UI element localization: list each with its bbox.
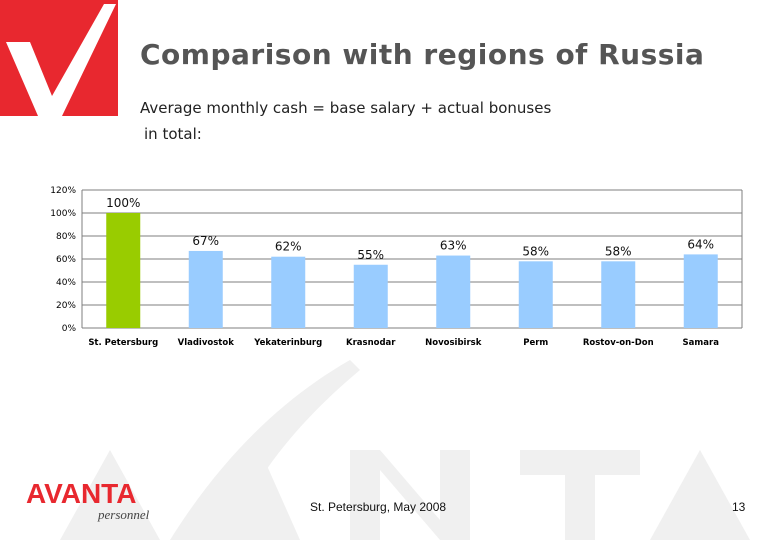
x-category-label: Rostov-on-Don [583,338,654,348]
x-category-label: St. Petersburg [88,338,158,348]
bar-chart: 0% 20% 40% 60% 80% 100% 120% 100% St. Petersburg… [40,180,750,355]
page-number: 13 [732,500,746,514]
bar [353,264,388,328]
x-category-label: Vladivostok [178,338,235,348]
subtitle-line-2: in total: [144,125,202,143]
bar-data-label: 58% [605,244,632,258]
page-title: Comparison with regions of Russia [140,38,705,71]
bar-data-label: 62% [275,240,302,254]
bar-data-label: 100% [106,196,140,210]
y-tick-label: 80% [56,232,76,242]
bar-chart-svg: 0% 20% 40% 60% 80% 100% 120% 100% St. Petersburg… [50,186,743,348]
bar [188,250,223,328]
x-category-label: Yekaterinburg [253,338,322,348]
x-category-label: Krasnodar [346,338,396,348]
y-tick-label: 0% [62,324,77,334]
bar-data-label: 58% [522,244,549,258]
brand-tagline: personnel [98,507,150,522]
bar-data-label: 63% [440,239,467,253]
bar-data-label: 64% [687,237,714,251]
x-category-label: Samara [683,338,720,348]
y-tick-label: 120% [50,186,76,196]
footer-location-date: St. Petersburg, May 2008 [310,500,447,514]
bar-data-label: 55% [357,248,384,262]
bar [601,261,636,328]
bar [683,254,718,328]
bar [518,261,553,328]
y-tick-label: 100% [50,209,76,219]
logo-checkmark [0,0,118,116]
y-tick-label: 40% [56,278,76,288]
x-category-label: Novosibirsk [425,338,482,348]
y-tick-label: 20% [56,301,76,311]
avanta-logo: AVANTA personnel [26,478,156,524]
brand-name: AVANTA [26,478,137,509]
y-tick-label: 60% [56,255,76,265]
checkmark-icon [0,0,118,116]
bar [271,256,306,328]
bar-data-label: 67% [192,234,219,248]
bar [106,213,141,328]
subtitle-line-1: Average monthly cash = base salary + act… [140,99,552,117]
bar [436,255,471,328]
x-category-label: Perm [523,338,548,348]
